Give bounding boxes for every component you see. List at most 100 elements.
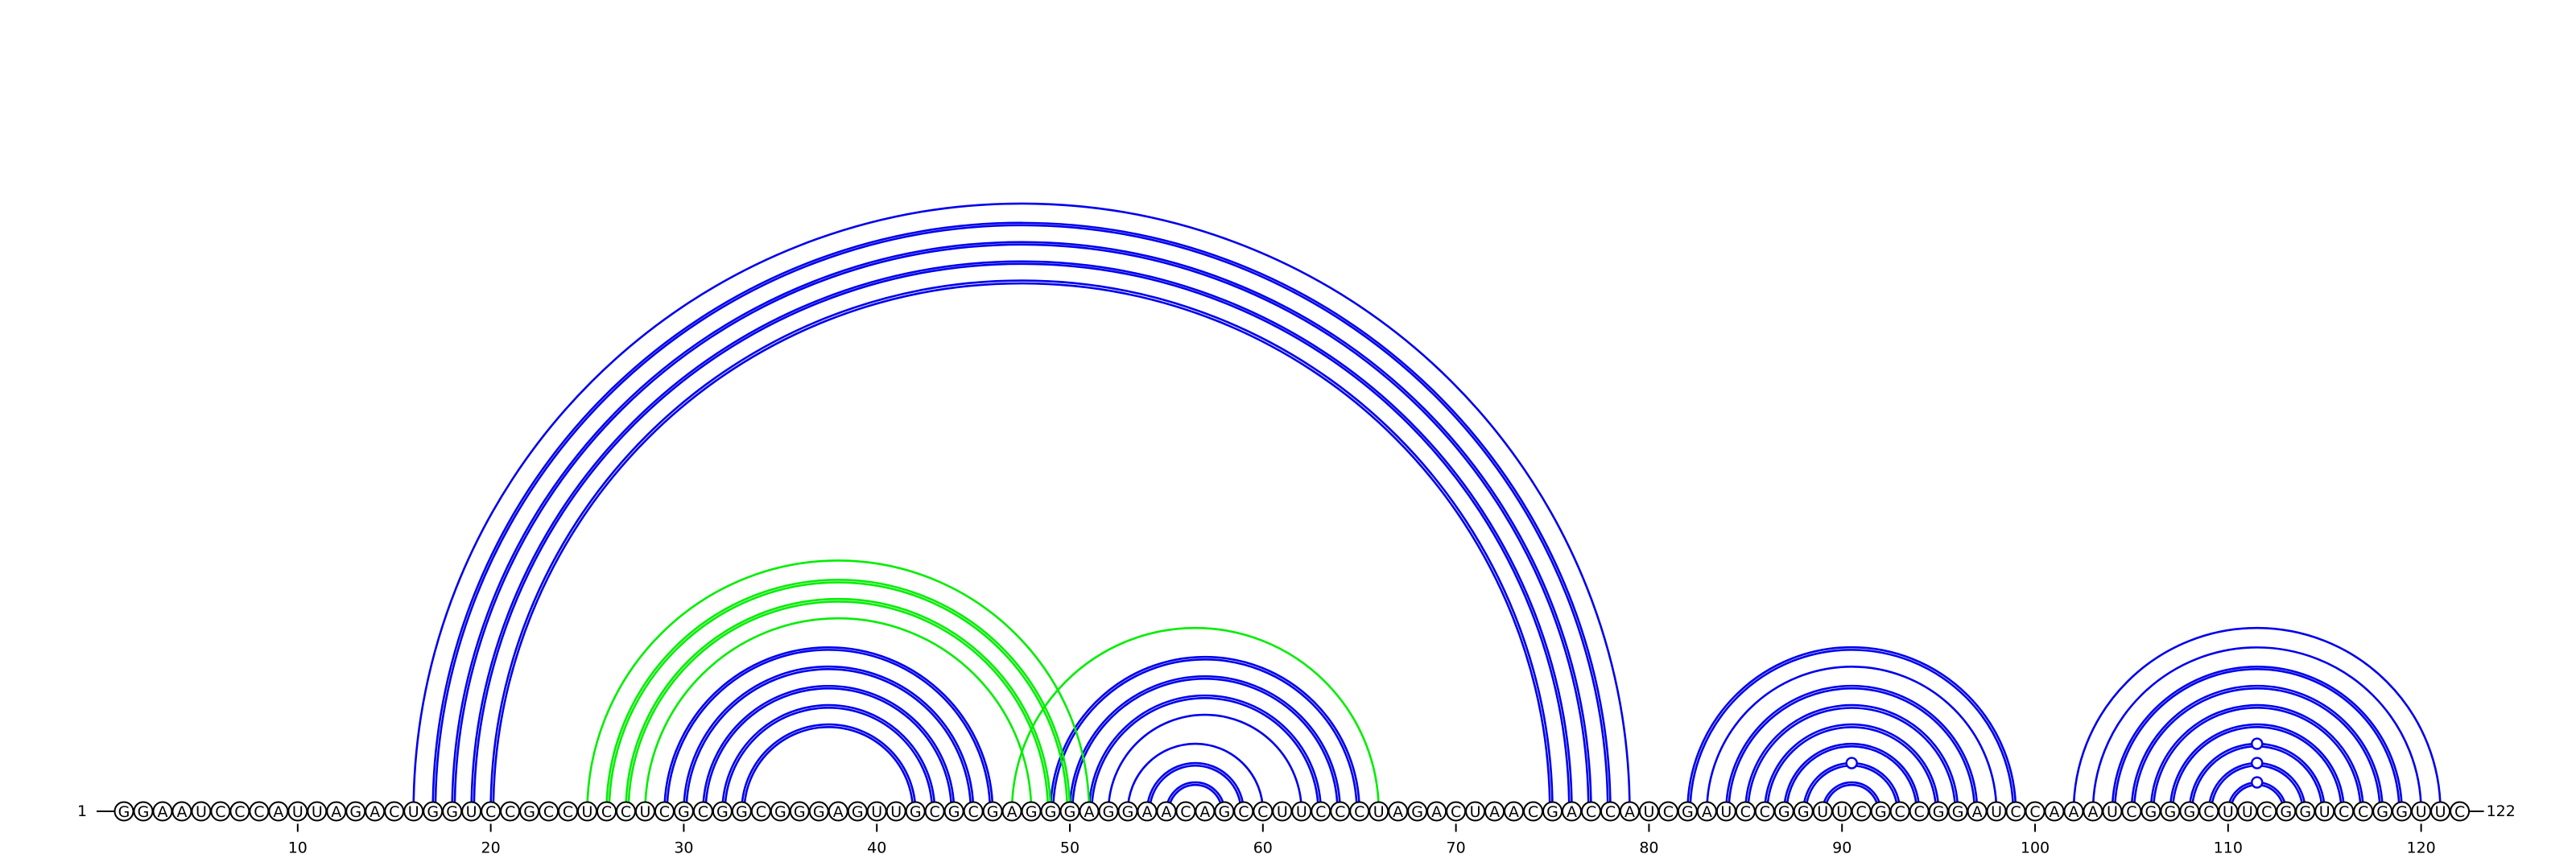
- nucleotide: G: [2179, 801, 2200, 822]
- nucleotide: A: [828, 801, 848, 822]
- svg-text:U: U: [2107, 803, 2118, 821]
- svg-text:U: U: [312, 803, 323, 821]
- position-tick: 40: [867, 823, 886, 857]
- position-axis: 10 20 30 40 50 60 70 80 90 100 110 120: [288, 823, 2436, 857]
- position-tick-label: 10: [288, 839, 308, 857]
- svg-text:A: A: [1702, 803, 1712, 821]
- base-pair-arc: [2111, 665, 2403, 812]
- svg-text:C: C: [659, 803, 670, 821]
- position-tick: 80: [1639, 823, 1659, 857]
- svg-text:G: G: [852, 803, 864, 821]
- nucleotide: C: [1754, 801, 1775, 822]
- svg-text:A: A: [1084, 803, 1095, 821]
- nucleotide: G: [2276, 801, 2297, 822]
- position-tick-label: 80: [1639, 839, 1658, 857]
- end-position-label: 122: [2487, 802, 2516, 820]
- position-tick-label: 90: [1832, 839, 1852, 857]
- nucleotide: U: [1291, 801, 1312, 822]
- base-pair-arc: [605, 578, 1071, 812]
- nucleotide: G: [1870, 801, 1891, 822]
- svg-text:C: C: [930, 803, 940, 821]
- nucleotide: C: [1233, 801, 1254, 822]
- svg-text:A: A: [369, 803, 380, 821]
- base-pair-arc: [663, 646, 994, 812]
- position-tick: 90: [1832, 823, 1852, 857]
- base-pair-arc: [1764, 723, 1940, 812]
- nucleotide: G: [770, 801, 791, 822]
- nucleotide: C: [1446, 801, 1467, 822]
- nucleotide: C: [2121, 801, 2142, 822]
- svg-text:G: G: [2280, 803, 2292, 821]
- base-pair-arc: [1088, 694, 1323, 812]
- svg-text:C: C: [234, 803, 245, 821]
- base-pair-arc: [644, 617, 1033, 812]
- base-pair-arc: [489, 279, 1554, 812]
- base-pair-arc: [2149, 703, 2364, 812]
- nucleotide: G: [1773, 801, 1794, 822]
- svg-text:A: A: [2087, 803, 2098, 821]
- svg-text:A: A: [833, 803, 844, 821]
- svg-text:G: G: [987, 803, 999, 821]
- nucleotide: G: [2295, 801, 2316, 822]
- svg-text:G: G: [813, 803, 825, 821]
- svg-text:U: U: [2416, 803, 2427, 821]
- nucleotide: G: [1947, 801, 1968, 822]
- svg-text:C: C: [1335, 803, 1345, 821]
- svg-text:U: U: [1991, 803, 2002, 821]
- nucleotide: G: [982, 801, 1003, 822]
- nucleotide: U: [2237, 801, 2258, 822]
- svg-text:U: U: [1296, 803, 1307, 821]
- nucleotide: A: [1696, 801, 1717, 822]
- svg-text:G: G: [2165, 803, 2177, 821]
- nucleotide: C: [229, 801, 250, 822]
- svg-text:G: G: [716, 803, 729, 821]
- base-pair-arc: [431, 221, 1612, 812]
- nucleotide: U: [2102, 801, 2123, 822]
- nucleotide: G: [114, 801, 134, 822]
- nucleotide: C: [1330, 801, 1351, 822]
- base-pair-arc: [625, 597, 1052, 812]
- nucleotide: C: [615, 801, 636, 822]
- nucleotide: A: [2044, 801, 2065, 822]
- nucleotide: U: [307, 801, 328, 822]
- svg-text:A: A: [1141, 803, 1152, 821]
- nucleotide: A: [1156, 801, 1177, 822]
- svg-text:G: G: [1933, 803, 1945, 821]
- position-tick: 100: [2021, 823, 2050, 857]
- nucleotide: G: [1928, 801, 1949, 822]
- nucleotide: G: [345, 801, 366, 822]
- svg-text:G: G: [678, 803, 690, 821]
- nucleotide: C: [2334, 801, 2355, 822]
- nucleotide: U: [577, 801, 598, 822]
- svg-text:G: G: [1218, 803, 1230, 821]
- arc-marker-circle: [2251, 776, 2264, 789]
- nucleotide: G: [2372, 801, 2393, 822]
- svg-text:C: C: [2339, 803, 2349, 821]
- base-pair-arc: [1725, 684, 1979, 812]
- nucleotide: U: [1272, 801, 1293, 822]
- svg-text:G: G: [1045, 803, 1057, 821]
- svg-text:C: C: [621, 803, 631, 821]
- nucleotide: G: [1059, 801, 1080, 822]
- svg-text:C: C: [389, 803, 399, 821]
- svg-text:C: C: [1180, 803, 1191, 821]
- nucleotide: C: [1735, 801, 1756, 822]
- nucleotide: C: [1349, 801, 1370, 822]
- nucleotide: U: [461, 801, 482, 822]
- svg-text:C: C: [543, 803, 554, 821]
- nucleotide: A: [326, 801, 347, 822]
- arc-markers: [1845, 737, 2264, 789]
- base-pair-arc: [412, 202, 1631, 812]
- nucleotide: U: [866, 801, 887, 822]
- svg-text:C: C: [254, 803, 264, 821]
- svg-text:C: C: [1354, 803, 1364, 821]
- position-tick-label: 30: [674, 839, 693, 857]
- nucleotide: G: [133, 801, 154, 822]
- nucleotide: C: [384, 801, 405, 822]
- nucleotide: A: [1195, 801, 1216, 822]
- svg-text:U: U: [2435, 803, 2446, 821]
- start-position-label: 1: [77, 802, 87, 820]
- svg-text:G: G: [1411, 803, 1423, 821]
- svg-text:U: U: [890, 803, 902, 821]
- nucleotide: C: [1175, 801, 1196, 822]
